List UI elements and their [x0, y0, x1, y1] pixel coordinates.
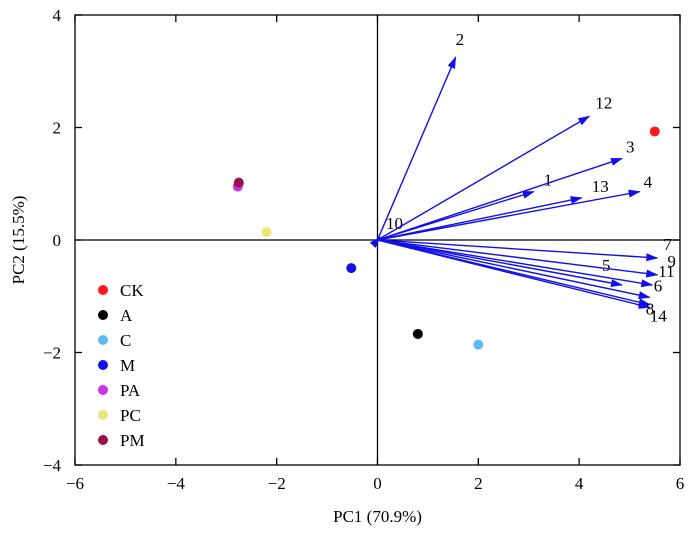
x-axis-title: PC1 (70.9%)	[333, 507, 422, 526]
x-tick-label: 0	[373, 474, 382, 493]
loading-vector-14	[377, 239, 651, 309]
loading-vector-label: 6	[654, 276, 663, 295]
legend-label-pa: PA	[120, 381, 141, 400]
y-axis-title: PC2 (15.5%)	[9, 196, 28, 285]
x-tick-label: −6	[66, 474, 84, 493]
loading-vector-label: 2	[456, 30, 465, 49]
y-tick-label: −4	[43, 456, 62, 475]
legend-swatch-m	[98, 360, 108, 370]
loading-vector-label: 9	[667, 252, 676, 271]
loading-vector-label: 1	[544, 171, 553, 190]
sample-point-ck	[649, 126, 660, 137]
y-tick-label: 0	[53, 231, 62, 250]
y-tick-label: 4	[53, 6, 62, 25]
legend-label-ck: CK	[120, 281, 144, 300]
sample-point-m	[346, 263, 357, 274]
loading-vector-label: 5	[602, 256, 611, 275]
loading-vector-label: 3	[626, 137, 635, 156]
legend-swatch-pc	[98, 410, 108, 420]
legend-label-c: C	[120, 331, 131, 350]
y-tick-label: 2	[53, 119, 62, 138]
loading-vector-11	[377, 239, 654, 288]
legend: CK ACM PA PC PM	[98, 281, 145, 450]
legend-swatch-pm	[98, 435, 108, 445]
loading-vector-label: 10	[386, 214, 403, 233]
legend-label-a: A	[120, 306, 133, 325]
loading-vector-label: 4	[644, 173, 653, 192]
loading-vector-6	[377, 239, 651, 300]
y-tick-label: −2	[43, 344, 61, 363]
loading-vector-4	[377, 189, 641, 241]
loading-vector-label: 11	[658, 262, 674, 281]
x-tick-label: −4	[167, 474, 186, 493]
loading-vector-label: 8	[646, 300, 655, 319]
x-tick-label: 6	[676, 474, 685, 493]
legend-swatch-a	[98, 310, 108, 320]
legend-label-pm: PM	[120, 431, 145, 450]
loading-vector-label: 13	[592, 177, 609, 196]
x-tick-label: −2	[268, 474, 286, 493]
x-tick-label: 2	[474, 474, 483, 493]
loading-vector-9	[377, 239, 659, 278]
legend-swatch-ck	[98, 285, 108, 295]
loading-vector-label: 7	[663, 235, 672, 254]
loading-vector-12	[377, 115, 591, 241]
sample-point-pc	[261, 227, 272, 238]
loading-vector-label: 14	[650, 307, 668, 326]
loading-vector-5	[377, 239, 624, 287]
x-tick-label: 4	[575, 474, 584, 493]
legend-label-pc: PC	[120, 406, 141, 425]
loading-vector-2	[376, 56, 457, 241]
loading-vector-3	[377, 157, 623, 241]
sample-point-c	[473, 339, 484, 350]
legend-swatch-pa	[98, 385, 108, 395]
loading-vector-7	[377, 239, 659, 262]
sample-point-pm	[233, 177, 244, 188]
sample-point-a	[412, 328, 423, 339]
loading-vector-label: 12	[595, 93, 612, 112]
loading-vector-13	[377, 196, 583, 241]
legend-label-m: M	[120, 356, 135, 375]
sample-points	[232, 126, 660, 350]
legend-swatch-c	[98, 335, 108, 345]
